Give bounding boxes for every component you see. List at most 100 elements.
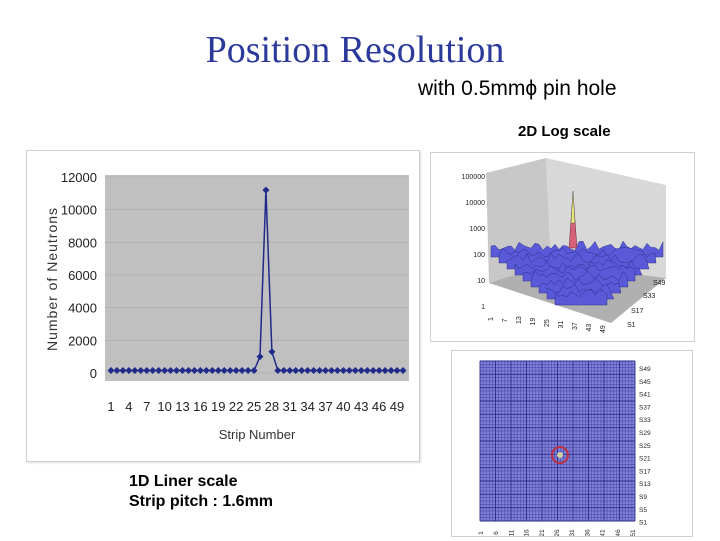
- data-point: [339, 367, 347, 375]
- y-tick-label: S41: [639, 392, 651, 399]
- data-point: [262, 186, 270, 194]
- data-point: [268, 348, 276, 356]
- data-point: [274, 367, 282, 375]
- z-tick-label: 1000: [469, 226, 485, 233]
- data-point: [244, 367, 252, 375]
- data-point: [214, 367, 222, 375]
- x-tick-label: 11: [508, 529, 515, 536]
- y-tick-label: S9: [639, 494, 647, 501]
- data-point: [327, 367, 335, 375]
- data-point: [304, 367, 312, 375]
- x-tick-label: 21: [539, 529, 546, 536]
- x-tick-label: 26: [554, 529, 561, 536]
- data-point: [137, 367, 145, 375]
- data-point: [179, 367, 187, 375]
- x-tick-label: 31: [283, 399, 297, 414]
- one-d-chart: 0 2000 4000 6000 8000 10000 12000 1 4 7 10 13 16 19 2…: [44, 170, 409, 442]
- data-point: [256, 353, 264, 361]
- data-point: [357, 367, 365, 375]
- z-tick-label: 100: [473, 252, 485, 259]
- data-point: [333, 367, 341, 375]
- y-tick-label: S17: [639, 468, 651, 475]
- data-point: [351, 367, 359, 375]
- data-point: [125, 367, 133, 375]
- heatmap-chart: 1 6 11 16 21 26 31 36 41 46 51 S49S45S41S37S33S29S…: [478, 360, 651, 537]
- x-tick-label: 19: [211, 399, 225, 414]
- y-tick-label: 0: [90, 366, 97, 381]
- x-tick-label: 6: [493, 531, 500, 535]
- data-point: [131, 367, 139, 375]
- data-point: [155, 367, 163, 375]
- slide-title: Position Resolution: [205, 29, 505, 71]
- data-point: [363, 367, 371, 375]
- x-tick-label: 19: [530, 318, 537, 326]
- data-point: [250, 367, 258, 375]
- y-tick-label: 2000: [68, 333, 97, 348]
- x-tick-label: 7: [502, 319, 509, 323]
- x-tick-label: 41: [600, 529, 607, 536]
- data-point: [322, 367, 330, 375]
- x-tick-label: 25: [544, 319, 551, 327]
- data-point: [119, 367, 127, 375]
- data-point: [173, 367, 181, 375]
- heatmap-panel: 1 6 11 16 21 26 31 36 41 46 51 S49 S45 S41 S37 S33 S29 S…: [451, 350, 693, 537]
- data-point: [381, 367, 389, 375]
- y-tick-label: 6000: [68, 268, 97, 283]
- data-point: [184, 367, 192, 375]
- caption-line-pitch: Strip pitch : 1.6mm: [129, 493, 274, 510]
- x-tick-label: 25: [247, 399, 261, 414]
- x-tick-label: 36: [584, 529, 591, 536]
- z-tick-label: 1: [481, 304, 485, 311]
- x-tick-label: 7: [143, 399, 150, 414]
- x-tick-label: 16: [524, 529, 531, 536]
- y-tick-label: 8000: [68, 235, 97, 250]
- x-tick-label: 46: [372, 399, 386, 414]
- one-d-chart-panel: 0 2000 4000 6000 8000 10000 12000 1 4 7 10 13 16 19 2…: [26, 150, 420, 462]
- y-tick-label: S5: [639, 507, 647, 514]
- x-tick-label: 46: [615, 529, 622, 536]
- x-tick-label: 37: [572, 322, 579, 330]
- x-tick-label: 28: [265, 399, 279, 414]
- data-point: [345, 367, 353, 375]
- x-tick-label: 4: [125, 399, 132, 414]
- x-tick-label: 13: [175, 399, 189, 414]
- data-point: [220, 367, 228, 375]
- data-point: [113, 367, 121, 375]
- peak-ring: [551, 446, 569, 464]
- data-point: [226, 367, 234, 375]
- data-point: [399, 367, 407, 375]
- y-tick-label: S37: [639, 404, 651, 411]
- x-tick-label: 49: [600, 325, 607, 333]
- peak-tip: [570, 190, 576, 224]
- log-scale-label: 2D Log scale: [518, 123, 611, 140]
- three-d-chart-panel: 100000 10000 1000 100 10 1 1 7 13 19 25 31 37 43 49 S…: [430, 152, 695, 342]
- caption: 1D Liner scale Strip pitch : 1.6mm: [129, 472, 273, 512]
- data-point: [107, 367, 115, 375]
- y-tick-label: 4000: [68, 301, 97, 316]
- y-tick-label: S13: [639, 481, 651, 488]
- data-point: [238, 367, 246, 375]
- y-tick-label: S45: [639, 379, 651, 386]
- x-tick-label: 34: [300, 399, 314, 414]
- x-tick-label: 1: [478, 531, 485, 535]
- y-tick-label: S25: [639, 443, 651, 450]
- data-point: [310, 367, 318, 375]
- y-tick-label: S17: [631, 308, 644, 315]
- data-point: [387, 367, 395, 375]
- data-point: [202, 367, 210, 375]
- surface-strip: [530, 270, 629, 288]
- slide-subtitle: with 0.5mmϕ pin hole: [418, 77, 617, 100]
- y-axis-label: Number of Neutrons: [44, 207, 60, 351]
- x-tick-label: 40: [336, 399, 350, 414]
- x-tick-label: 43: [354, 399, 368, 414]
- data-point: [280, 367, 288, 375]
- caption-line-scale: 1D Liner scale: [129, 473, 238, 490]
- three-d-surface-chart: 100000 10000 1000 100 10 1 1 7 13 19 25 31 37 43 49 S…: [462, 158, 666, 333]
- data-point: [232, 367, 240, 375]
- y-tick-label: S29: [639, 430, 651, 437]
- y-tick-label: S33: [639, 417, 651, 424]
- x-tick-label: 13: [516, 316, 523, 324]
- data-point: [208, 367, 216, 375]
- data-point: [375, 367, 383, 375]
- data-point: [298, 367, 306, 375]
